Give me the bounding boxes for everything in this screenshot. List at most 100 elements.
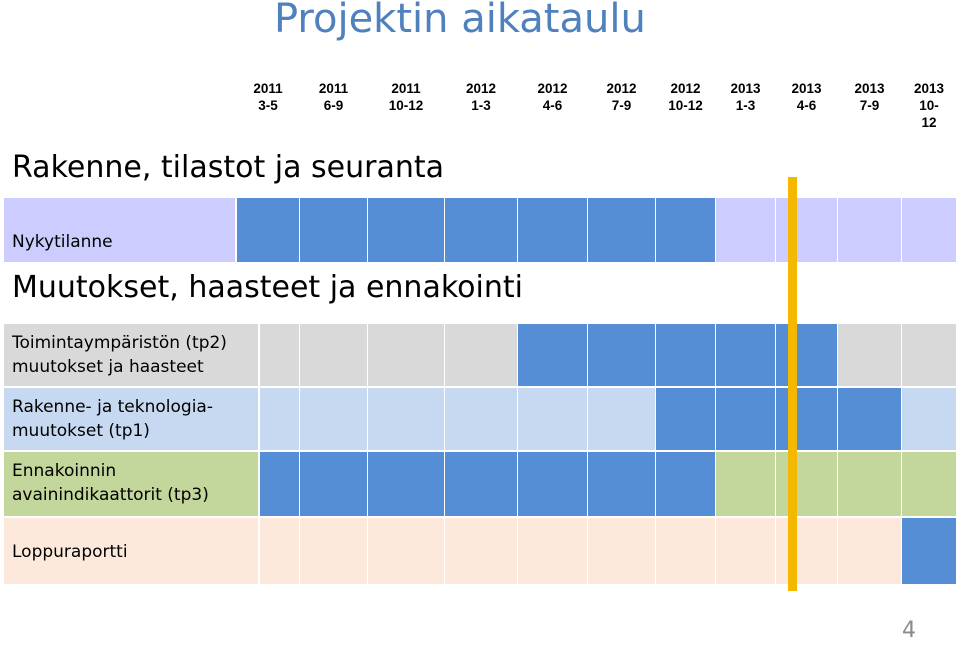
period-header: 2012 4-6 <box>523 80 583 114</box>
period-header: 2012 1-3 <box>451 80 511 114</box>
timeline-cell <box>902 324 956 386</box>
period-months: 4-6 <box>796 98 817 113</box>
row-background-rakenne <box>4 388 258 450</box>
timeline-cell <box>300 324 367 386</box>
row-background-ennakointi <box>4 452 258 516</box>
period-header: 2012 7-9 <box>592 80 652 114</box>
timeline-cell <box>300 452 367 516</box>
timeline-cell <box>260 324 299 386</box>
timeline-cell <box>716 324 775 386</box>
timeline-cell <box>237 198 299 262</box>
timeline-cell <box>716 518 775 584</box>
row-label-rakenne: Rakenne- ja teknologia- muutokset (tp1) <box>12 397 213 441</box>
timeline-cell <box>588 388 655 450</box>
timeline-cell <box>838 388 901 450</box>
timeline-cell <box>776 324 837 386</box>
period-year: 2013 <box>913 81 945 96</box>
timeline-cell <box>902 388 956 450</box>
timeline-cell <box>368 388 444 450</box>
period-months: 10-12 <box>388 98 424 113</box>
period-header: 2013 4-6 <box>777 80 837 114</box>
period-months: 6-9 <box>323 98 344 113</box>
timeline-cell <box>445 324 517 386</box>
timeline-cell <box>445 452 517 516</box>
timeline-cell <box>368 198 444 262</box>
timeline-cell <box>716 198 775 262</box>
timeline-cell <box>656 452 715 516</box>
period-year: 2011 <box>253 81 283 96</box>
timeline-cell <box>902 452 956 516</box>
timeline-cell <box>656 198 715 262</box>
period-year: 2013 <box>730 81 761 96</box>
period-year: 2012 <box>670 81 701 96</box>
timeline-cell <box>445 518 517 584</box>
timeline-cell <box>838 452 901 516</box>
period-months: 3-5 <box>258 98 278 113</box>
timeline-cell <box>776 518 837 584</box>
row-background-loppuraportti <box>4 518 258 584</box>
timeline-cell <box>445 388 517 450</box>
row-label-ennakointi: Ennakoinnin avainindikaattorit (tp3) <box>12 461 209 505</box>
timeline-cell <box>716 452 775 516</box>
timeline-cell <box>656 388 715 450</box>
timeline-cell <box>518 452 587 516</box>
timeline-cell <box>588 198 655 262</box>
row-label-toimintaymparisto: Toimintaympäristön (tp2) muutokset ja ha… <box>12 333 227 377</box>
timeline-cell <box>368 452 444 516</box>
row-label-loppuraportti: Loppuraportti <box>12 542 128 562</box>
period-year: 2011 <box>318 81 349 96</box>
period-year: 2012 <box>606 81 637 96</box>
timeline-cell <box>838 518 901 584</box>
timeline-cell <box>656 324 715 386</box>
timeline-cell <box>300 518 367 584</box>
timeline-cell <box>588 518 655 584</box>
timeline-cell <box>300 198 367 262</box>
period-year: 2013 <box>791 81 822 96</box>
timeline-cell <box>716 388 775 450</box>
period-header: 2013 10- 12 <box>899 80 959 131</box>
timeline-cell <box>838 198 901 262</box>
period-year: 2012 <box>537 81 568 96</box>
timeline-cell <box>368 324 444 386</box>
period-year: 2011 <box>391 81 421 96</box>
timeline-cell <box>300 388 367 450</box>
timeline-cell <box>260 452 299 516</box>
period-header: 2013 1-3 <box>716 80 776 114</box>
section-title-changes: Muutokset, haasteet ja ennakointi <box>12 270 523 305</box>
timeline-cell <box>588 452 655 516</box>
period-months: 1-3 <box>471 98 491 113</box>
current-time-marker <box>788 177 797 591</box>
period-header: 2011 6-9 <box>304 80 364 114</box>
period-months: 1-3 <box>735 98 756 113</box>
timeline-cell <box>518 388 587 450</box>
period-months: 7-9 <box>611 98 632 113</box>
period-header: 2012 10-12 <box>656 80 716 114</box>
period-months: 4-6 <box>542 98 563 113</box>
row-background-nykytilanne <box>4 198 235 262</box>
timeline-cell <box>902 518 956 584</box>
timeline-cell <box>368 518 444 584</box>
period-year: 2013 <box>854 81 885 96</box>
timeline-cell <box>838 324 901 386</box>
timeline-cell <box>518 518 587 584</box>
timeline-cell <box>776 388 837 450</box>
timeline-cell <box>260 518 299 584</box>
period-year: 2012 <box>465 81 497 96</box>
timeline-cell <box>518 324 587 386</box>
timeline-cell <box>588 324 655 386</box>
timeline-cell <box>902 198 956 262</box>
period-header: 2011 3-5 <box>238 80 298 114</box>
timeline-cell <box>776 452 837 516</box>
period-months: 10-12 <box>668 98 703 113</box>
timeline-cell <box>776 198 837 262</box>
period-months: 7-9 <box>859 98 880 113</box>
period-header: 2011 10-12 <box>376 80 436 114</box>
period-months: 10- 12 <box>919 98 939 130</box>
row-background-toimintaymparisto <box>4 324 258 386</box>
timeline-cell <box>656 518 715 584</box>
section-title-structure: Rakenne, tilastot ja seuranta <box>12 150 444 185</box>
timeline-cell <box>445 198 517 262</box>
timeline-cell <box>260 388 299 450</box>
period-header: 2013 7-9 <box>840 80 900 114</box>
timeline-cell <box>518 198 587 262</box>
